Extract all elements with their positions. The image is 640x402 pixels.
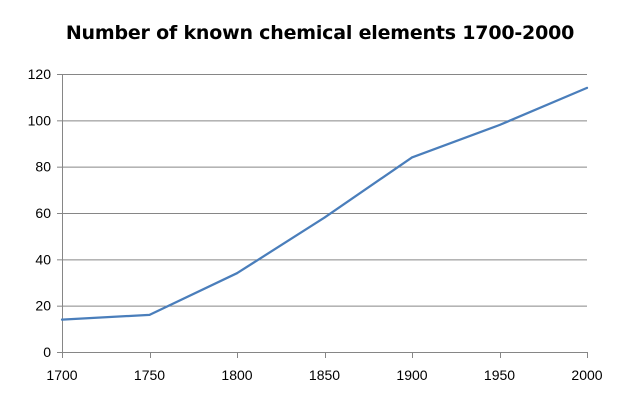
data-point-1950 xyxy=(498,124,501,126)
x-tick-label-1950: 1950 xyxy=(484,367,515,383)
x-tick-label-1700: 1700 xyxy=(46,367,77,383)
y-tick-label-120: 120 xyxy=(28,66,52,82)
y-tick-label-20: 20 xyxy=(35,298,51,314)
data-point-1850 xyxy=(323,216,326,219)
y-tick-label-60: 60 xyxy=(35,205,51,221)
x-tick-label-1800: 1800 xyxy=(221,367,252,383)
y-tick-label-100: 100 xyxy=(28,112,52,128)
data-point-1900 xyxy=(411,156,413,159)
y-tick-label-40: 40 xyxy=(35,251,51,267)
x-tick-label-1900: 1900 xyxy=(396,367,427,383)
x-tick-label-1850: 1850 xyxy=(309,367,340,383)
data-point-1750 xyxy=(148,313,151,316)
y-tick-label-0: 0 xyxy=(43,344,51,360)
chart-title: Number of known chemical elements 1700-2… xyxy=(65,22,575,44)
y-tick-label-80: 80 xyxy=(35,159,51,175)
x-tick-label-1750: 1750 xyxy=(134,367,165,383)
data-point-1800 xyxy=(236,272,238,275)
data-point-2000 xyxy=(586,86,588,89)
data-point-1700 xyxy=(61,318,63,321)
series-line-0 xyxy=(60,86,589,321)
x-tick-label-2000: 2000 xyxy=(571,367,602,383)
